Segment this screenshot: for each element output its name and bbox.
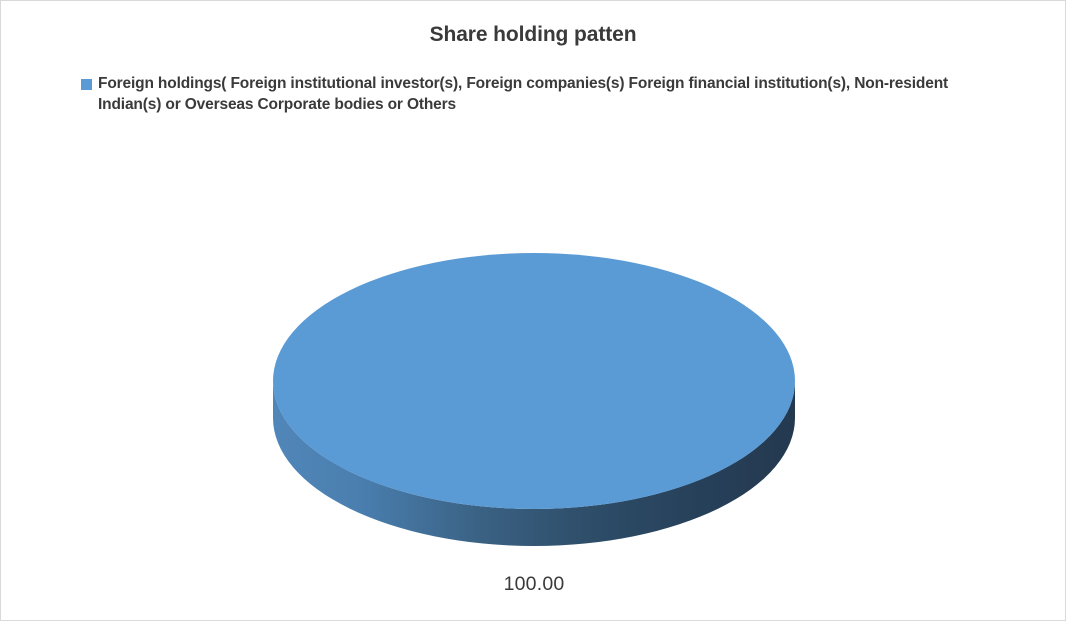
pie-slice-side bbox=[273, 381, 795, 546]
legend-item-label: Foreign holdings( Foreign institutional … bbox=[98, 75, 949, 113]
pie-data-label-value: 100.00 bbox=[503, 573, 565, 595]
pie-slice-top bbox=[273, 253, 795, 509]
pie-data-label: 100.00 bbox=[1, 573, 1065, 596]
legend-item[interactable]: Foreign holdings( Foreign institutional … bbox=[79, 73, 1009, 115]
chart-title: Share holding patten bbox=[429, 23, 637, 46]
chart-legend: Foreign holdings( Foreign institutional … bbox=[79, 73, 1009, 115]
legend-color-swatch-icon bbox=[81, 79, 92, 90]
